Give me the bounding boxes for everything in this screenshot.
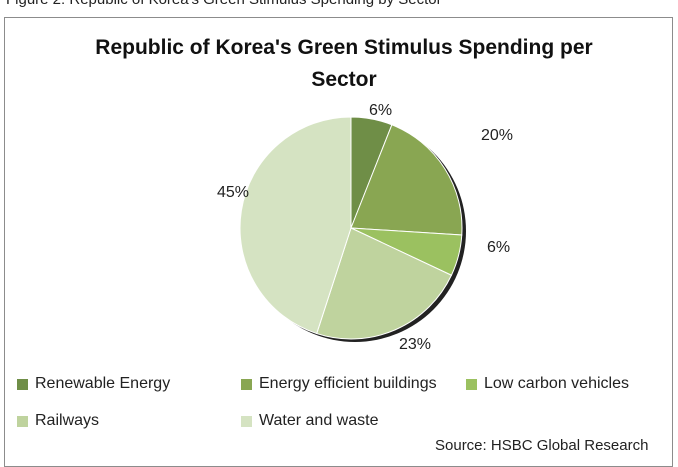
chart-frame: Republic of Korea's Green Stimulus Spend… — [4, 17, 673, 467]
legend-item-energy-efficient-buildings: Energy efficient buildings — [241, 375, 437, 393]
legend-item-renewable-energy: Renewable Energy — [17, 375, 170, 393]
legend-label: Energy efficient buildings — [259, 375, 437, 392]
legend-swatch — [241, 415, 252, 427]
data-label: 6% — [369, 102, 392, 119]
source-note: Source: HSBC Global Research — [435, 437, 649, 454]
pie-slice-water-and-waste — [239, 116, 352, 335]
figure-caption: Figure 2: Republic of Korea's Green Stim… — [6, 0, 442, 8]
data-label: 45% — [217, 184, 249, 201]
legend-label: Renewable Energy — [35, 375, 171, 392]
legend-label: Low carbon vehicles — [484, 375, 629, 392]
data-label: 23% — [399, 336, 431, 353]
legend-item-low-carbon-vehicles: Low carbon vehicles — [466, 375, 629, 393]
legend-swatch — [17, 378, 28, 390]
figure-caption-strip: Figure 2: Republic of Korea's Green Stim… — [0, 0, 678, 14]
legend-label: Railways — [35, 412, 100, 429]
data-label: 20% — [481, 127, 513, 144]
pie-chart: 6% 20% 6% 23% 45% — [217, 102, 513, 353]
pie-slice-energy-efficient-buildings — [350, 124, 463, 236]
legend-swatch — [17, 415, 28, 427]
legend-item-water-and-waste: Water and waste — [241, 412, 378, 430]
legend-label: Water and waste — [259, 412, 379, 429]
data-label: 6% — [487, 239, 510, 256]
legend-swatch — [241, 378, 252, 390]
pie-slice-railways — [316, 227, 453, 340]
legend-swatch — [466, 378, 477, 390]
legend-item-railways: Railways — [17, 412, 99, 430]
chart-title: Republic of Korea's Green Stimulus Spend… — [95, 36, 593, 91]
